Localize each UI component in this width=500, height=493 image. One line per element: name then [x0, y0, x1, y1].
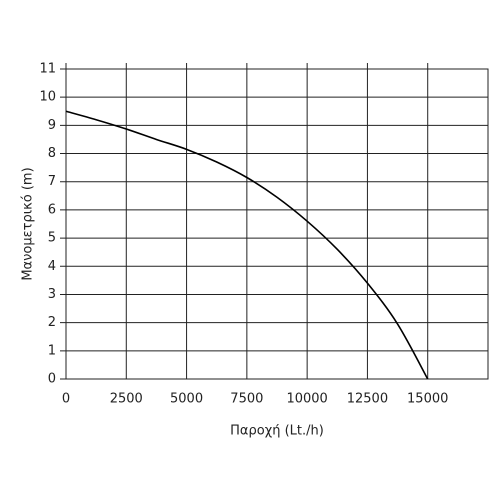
y-tick-label: 7 [48, 174, 56, 189]
y-tick-label: 11 [39, 62, 56, 77]
y-tick-label: 4 [48, 259, 56, 274]
y-tick-label: 1 [48, 343, 56, 358]
y-tick-label: 0 [48, 372, 56, 387]
y-tick-label: 9 [48, 118, 56, 133]
x-tick-label: 7500 [230, 392, 263, 407]
y-tick-label: 3 [48, 287, 56, 302]
plot-frame [65, 68, 489, 380]
y-tick-label: 10 [39, 90, 56, 105]
x-tick-label: 12500 [347, 392, 388, 407]
x-tick-label: 15000 [407, 392, 448, 407]
pump-curve [65, 110, 429, 380]
y-tick-label: 2 [48, 315, 56, 330]
y-tick-label: 6 [48, 202, 56, 217]
y-tick-label: 8 [48, 146, 56, 161]
y-axis-label: Μανομετρικό (m) [21, 167, 36, 280]
x-tick-label: 10000 [286, 392, 327, 407]
y-tick-label: 5 [48, 231, 56, 246]
x-axis-label: Παροχή (Lt./h) [230, 424, 324, 439]
x-tick-label: 0 [62, 392, 70, 407]
x-tick-label: 2500 [110, 392, 143, 407]
x-tick-label: 5000 [170, 392, 203, 407]
